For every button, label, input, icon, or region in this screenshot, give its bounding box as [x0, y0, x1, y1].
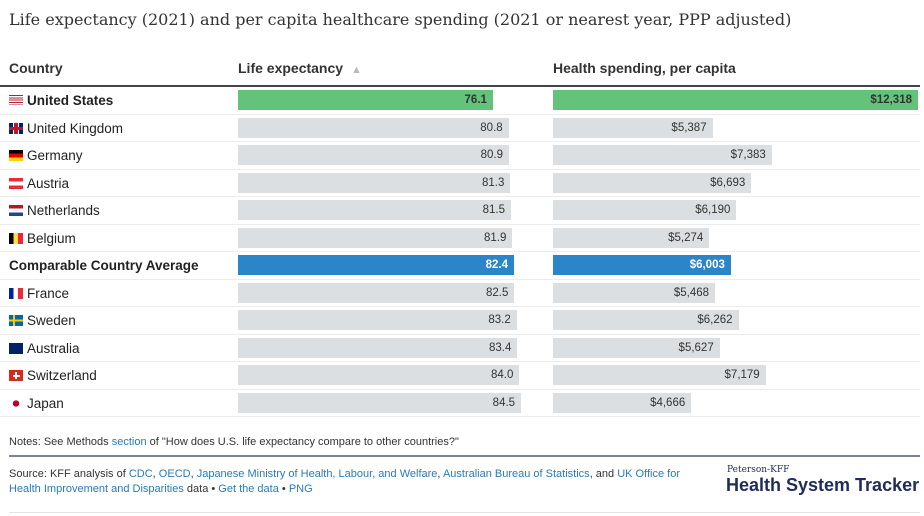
- sort-up-icon: ▲: [350, 64, 362, 76]
- header-life-label: Life expectancy: [238, 60, 344, 76]
- table-row: Austria 81.3 $6,693: [0, 170, 920, 197]
- flag-icon: [9, 95, 23, 106]
- logo-small-text: Peterson-KFF: [727, 465, 790, 475]
- country-name: United Kingdom: [27, 120, 124, 136]
- source-link-japan[interactable]: Japanese Ministry of Health, Labour, and…: [196, 468, 438, 480]
- header-divider: [0, 85, 920, 87]
- country-cell: Sweden: [9, 313, 76, 328]
- flag-icon: [9, 177, 23, 189]
- source-prefix: Source: KFF analysis of: [9, 468, 129, 480]
- table-row: United States 76.1 $12,318: [0, 87, 920, 115]
- life-expectancy-bar: 81.3: [238, 172, 511, 193]
- health-spending-bar: $6,190: [553, 200, 737, 220]
- health-spending-bar: $5,387: [553, 117, 713, 138]
- divider: [9, 455, 920, 457]
- country-cell: France: [9, 286, 69, 301]
- country-cell: Germany: [9, 148, 83, 163]
- country-name: Australia: [27, 340, 80, 356]
- flag-icon: [9, 287, 23, 299]
- health-spending-bar: $4,666: [553, 392, 692, 413]
- life-expectancy-bar: 84.0: [238, 365, 520, 385]
- table-body: United States 76.1 $12,318 United Kingdom 80…: [0, 87, 920, 417]
- life-expectancy-bar: 83.4: [238, 337, 518, 358]
- png-link[interactable]: PNG: [288, 482, 313, 495]
- source-data-word: data •: [183, 482, 219, 495]
- source: Source: KFF analysis of CDC, OECD, Japan…: [9, 468, 680, 495]
- flag-icon: [9, 232, 23, 244]
- header-country[interactable]: Country: [9, 60, 63, 76]
- country-cell: Austria: [9, 176, 69, 191]
- source-link-uk[interactable]: UK Office for Health Improvement and Dis…: [9, 468, 680, 495]
- header-life-expectancy[interactable]: Life expectancy ▲: [238, 60, 362, 76]
- country-name: Belgium: [27, 230, 76, 246]
- health-spending-bar: $5,627: [553, 337, 720, 358]
- life-expectancy-bar: 83.2: [238, 310, 517, 330]
- life-expectancy-bar: 80.9: [238, 145, 509, 165]
- country-cell: Japan: [9, 396, 64, 411]
- source-link-oecd[interactable]: OECD: [158, 468, 191, 480]
- life-expectancy-bar: 82.4: [238, 255, 515, 275]
- country-name: Germany: [27, 148, 83, 163]
- notes-prefix: Notes: See Methods: [9, 436, 112, 448]
- bottom-divider: [9, 512, 920, 513]
- table-row: Japan 84.5 $4,666: [0, 390, 920, 417]
- health-spending-bar: $7,179: [553, 365, 766, 385]
- country-name: Switzerland: [27, 368, 97, 383]
- country-cell: Netherlands: [9, 203, 100, 218]
- health-spending-bar: $7,383: [553, 145, 772, 165]
- table-row: United Kingdom 80.8 $5,387: [0, 115, 920, 142]
- table-row: Belgium 81.9 $5,274: [0, 225, 920, 252]
- health-spending-bar: $5,274: [553, 227, 710, 248]
- health-spending-bar: $6,262: [553, 310, 739, 330]
- flag-icon: [9, 370, 23, 381]
- source-link-cdc[interactable]: CDC: [128, 468, 153, 480]
- country-name: United States: [27, 93, 114, 108]
- table-row: France 82.5 $5,468: [0, 280, 920, 307]
- life-expectancy-bar: 80.8: [238, 117, 509, 138]
- health-spending-bar: $12,318: [553, 90, 918, 110]
- life-expectancy-bar: 81.5: [238, 200, 512, 220]
- notes-section-link[interactable]: section: [111, 436, 147, 448]
- life-expectancy-bar: 81.9: [238, 227, 513, 248]
- flag-icon: [9, 315, 23, 326]
- health-spending-bar: $6,003: [553, 255, 731, 275]
- source-link-australia[interactable]: Australian Bureau of Statistics: [442, 468, 590, 480]
- chart-title: Life expectancy (2021) and per capita he…: [9, 10, 792, 29]
- life-expectancy-bar: 76.1: [238, 90, 493, 110]
- country-cell: Comparable Country Average: [9, 258, 199, 273]
- flag-icon: [9, 397, 23, 409]
- country-cell: Switzerland: [9, 368, 97, 383]
- country-name: Austria: [27, 175, 70, 191]
- country-name: Sweden: [27, 313, 76, 328]
- table-row: Netherlands 81.5 $6,190: [0, 197, 920, 225]
- notes-suffix: of "How does U.S. life expectancy compar…: [146, 436, 459, 448]
- country-name: Netherlands: [27, 203, 100, 218]
- flag-icon: [9, 150, 23, 161]
- flag-icon: [9, 205, 23, 216]
- country-name: Comparable Country Average: [9, 258, 199, 273]
- country-name: Japan: [27, 395, 64, 411]
- logo: Health System Tracker: [726, 475, 920, 495]
- country-cell: United States: [9, 93, 113, 108]
- country-name: France: [27, 285, 70, 301]
- health-spending-bar: $6,693: [553, 172, 752, 193]
- table-row: Germany 80.9 $7,383: [0, 142, 920, 170]
- table-row: Australia 83.4 $5,627: [0, 335, 920, 362]
- header-health-spending[interactable]: Health spending, per capita: [553, 60, 736, 76]
- flag-icon: [9, 342, 23, 354]
- life-expectancy-bar: 82.5: [238, 282, 515, 303]
- life-expectancy-bar: 84.5: [238, 392, 522, 413]
- country-cell: Belgium: [9, 231, 76, 246]
- table-row: Switzerland 84.0 $7,179: [0, 362, 920, 390]
- health-spending-bar: $5,468: [553, 282, 716, 303]
- country-cell: Australia: [9, 341, 80, 356]
- notes: Notes: See Methods section of "How does …: [9, 436, 459, 448]
- flag-icon: [9, 122, 23, 134]
- table-row: Comparable Country Average 82.4 $6,003: [0, 252, 920, 280]
- get-data-link[interactable]: Get the data: [218, 482, 279, 495]
- table-row: Sweden 83.2 $6,262: [0, 307, 920, 335]
- country-cell: United Kingdom: [9, 121, 123, 136]
